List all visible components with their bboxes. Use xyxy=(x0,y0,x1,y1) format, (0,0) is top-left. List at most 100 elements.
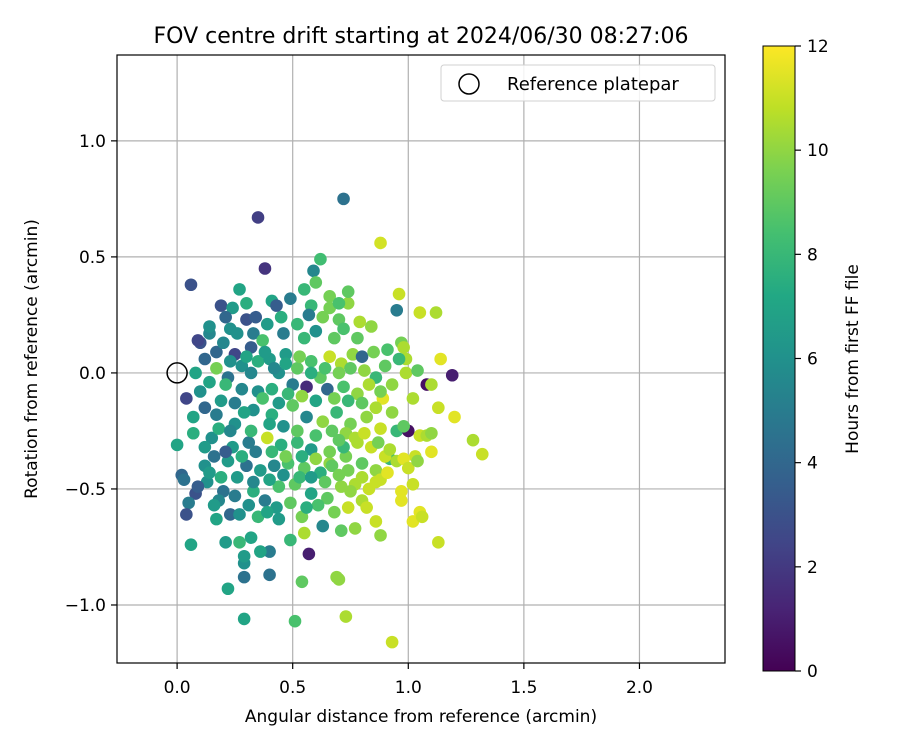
scatter-point xyxy=(432,536,445,549)
scatter-point xyxy=(198,401,212,415)
scatter-point xyxy=(309,324,323,338)
scatter-point xyxy=(214,299,228,312)
scatter-point xyxy=(233,508,246,521)
scatter-point xyxy=(369,464,383,477)
scatter-point xyxy=(337,380,350,394)
scatter-point xyxy=(284,533,297,547)
scatter-point xyxy=(258,262,272,275)
scatter-point xyxy=(304,471,318,484)
scatter-point xyxy=(381,466,394,480)
scatter-point xyxy=(466,433,480,447)
scatter-point xyxy=(358,364,371,377)
scatter-point xyxy=(399,366,413,380)
scatter-point xyxy=(217,336,230,350)
scatter-point xyxy=(284,496,297,510)
scatter-point xyxy=(242,436,256,449)
scatter-point xyxy=(279,348,293,361)
scatter-point xyxy=(337,322,350,336)
scatter-point xyxy=(221,582,235,596)
scatter-point xyxy=(351,331,364,345)
scatter-point xyxy=(249,445,263,459)
scatter-point xyxy=(295,575,309,589)
colorbar-tick-label: 0 xyxy=(807,662,818,682)
scatter-point xyxy=(244,341,258,354)
scatter-point xyxy=(207,498,221,512)
scatter-point xyxy=(355,396,369,410)
colorbar-tick-label: 10 xyxy=(807,141,829,161)
scatter-point xyxy=(311,498,325,512)
scatter-point xyxy=(198,352,212,366)
plot-frame xyxy=(116,54,726,664)
scatter-point xyxy=(332,313,346,326)
scatter-point xyxy=(265,382,279,396)
scatter-point xyxy=(300,501,313,514)
scatter-point xyxy=(274,438,288,452)
scatter-point xyxy=(318,475,332,489)
colorbar-ticks: 0 2 4 6 8 10 12 xyxy=(795,37,829,682)
y-tick-label: −1.0 xyxy=(65,596,106,616)
scatter-point xyxy=(413,306,427,319)
scatter-point xyxy=(228,489,242,503)
scatter-point xyxy=(425,445,438,459)
scatter-point xyxy=(247,327,260,340)
scatter-point xyxy=(260,317,274,331)
scatter-point xyxy=(374,236,387,250)
scatter-point xyxy=(429,306,443,319)
scatter-point xyxy=(316,415,330,428)
scatter-point xyxy=(309,394,323,408)
scatter-point xyxy=(323,350,336,363)
scatter-point xyxy=(330,406,343,419)
scatter-point xyxy=(263,545,276,558)
y-tick-label: 0.5 xyxy=(79,248,106,268)
colorbar-tick-label: 2 xyxy=(807,558,818,578)
scatter-point xyxy=(295,510,309,524)
scatter-point xyxy=(318,361,332,375)
scatter-point xyxy=(279,450,293,463)
scatter-point xyxy=(277,468,290,482)
scatter-point xyxy=(309,429,323,442)
scatter-point xyxy=(339,610,353,623)
scatter-point xyxy=(385,378,399,391)
x-tick-label: 0.5 xyxy=(279,678,306,698)
scatter-point xyxy=(277,419,290,433)
scatter-point xyxy=(297,283,311,296)
scatter-point xyxy=(184,538,198,551)
scatter-point xyxy=(332,297,346,310)
scatter-point xyxy=(367,345,380,359)
scatter-point xyxy=(223,424,237,438)
chart-title: FOV centre drift starting at 2024/06/30 … xyxy=(154,24,689,49)
scatter-point xyxy=(237,570,251,584)
scatter-point xyxy=(392,352,406,366)
scatter-point xyxy=(334,524,348,538)
scatter-point xyxy=(432,401,445,415)
scatter-point xyxy=(233,536,246,549)
scatter-point xyxy=(309,276,323,289)
scatter-point xyxy=(371,436,385,449)
scatter-point xyxy=(193,385,207,398)
scatter-point xyxy=(434,352,447,366)
scatter-point xyxy=(341,297,355,310)
scatter-point xyxy=(351,387,364,401)
scatter-point xyxy=(189,366,202,380)
scatter-point xyxy=(228,396,242,410)
scatter-point xyxy=(235,382,249,396)
scatter-point xyxy=(448,410,461,424)
scatter-point xyxy=(297,331,311,345)
scatter-point xyxy=(323,445,336,459)
scatter-point xyxy=(383,443,397,456)
scatter-point xyxy=(378,359,392,373)
scatter-point xyxy=(251,211,265,224)
scatter-point xyxy=(297,461,311,475)
scatter-point xyxy=(374,529,387,542)
scatter-point xyxy=(332,433,346,447)
scatter-point xyxy=(341,285,355,299)
colorbar-tick-label: 6 xyxy=(807,350,818,370)
scatter-point xyxy=(247,475,260,489)
scatter-point xyxy=(291,436,304,449)
scatter-point xyxy=(254,464,267,477)
scatter-point xyxy=(210,361,223,375)
scatter-point xyxy=(235,359,249,373)
scatter-point xyxy=(445,368,459,382)
scatter-point xyxy=(281,387,295,401)
x-tick-label: 1.5 xyxy=(510,678,537,698)
